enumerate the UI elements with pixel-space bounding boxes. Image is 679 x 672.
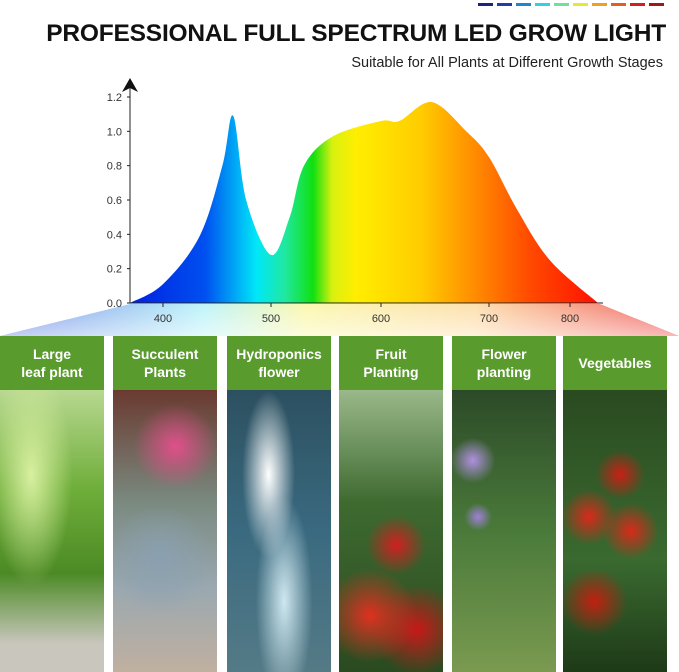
plant-photo <box>339 390 443 672</box>
plant-panel: Flower planting <box>452 336 556 672</box>
plant-panel: Hydroponics flower <box>227 336 331 672</box>
color-bar-segment <box>554 3 569 6</box>
plant-panel-label: Hydroponics flower <box>227 336 331 390</box>
label-line: planting <box>476 364 532 380</box>
plant-photo <box>113 390 217 672</box>
label-line: Succulent <box>131 346 199 362</box>
label-line: Fruit <box>375 346 407 362</box>
color-bar-segment <box>573 3 588 6</box>
page-subtitle: Suitable for All Plants at Different Gro… <box>351 55 663 71</box>
color-bar-segment <box>497 3 512 6</box>
page-title: PROFESSIONAL FULL SPECTRUM LED GROW LIGH… <box>46 20 666 47</box>
plant-photo <box>0 390 104 672</box>
label-line: flower <box>258 364 300 380</box>
label-line: Large <box>32 346 72 362</box>
color-bar-segment <box>630 3 645 6</box>
color-bar <box>478 3 664 6</box>
plant-panel-label: Fruit Planting <box>339 336 443 390</box>
y-tick-label: 0.4 <box>107 229 122 241</box>
color-bar-segment <box>592 3 607 6</box>
label-line: Plants <box>143 364 186 380</box>
plant-panel-label: Succulent Plants <box>113 336 217 390</box>
y-tick-label: 1.2 <box>107 92 122 104</box>
x-tick-label: 600 <box>372 313 390 325</box>
label-line: Vegetables <box>578 355 652 371</box>
color-bar-segment <box>478 3 493 6</box>
label-line: Hydroponics <box>236 346 322 362</box>
y-tick-label: 0.0 <box>107 298 122 310</box>
plant-panel: Vegetables <box>563 336 667 672</box>
plant-panel-label: Vegetables <box>563 336 667 390</box>
plant-photo <box>227 390 331 672</box>
color-bar-segment <box>516 3 531 6</box>
plant-panel: Fruit Planting <box>339 336 443 672</box>
label-line: leaf plant <box>21 364 83 380</box>
y-axis-arrow-icon <box>122 78 138 92</box>
spectrum-area <box>130 102 598 303</box>
plant-photo <box>563 390 667 672</box>
x-tick-label: 800 <box>561 313 579 325</box>
plant-photo <box>452 390 556 672</box>
plant-panel: Large leaf plant <box>0 336 104 672</box>
x-tick-label: 400 <box>154 313 172 325</box>
plant-panel-label: Flower planting <box>452 336 556 390</box>
plant-panel: Succulent Plants <box>113 336 217 672</box>
y-tick-label: 1.0 <box>107 126 122 138</box>
y-tick-label: 0.8 <box>107 161 122 173</box>
y-tick-label: 0.6 <box>107 195 122 207</box>
label-line: Planting <box>363 364 419 380</box>
color-bar-segment <box>611 3 626 6</box>
y-tick-label: 0.2 <box>107 264 122 276</box>
x-tick-label: 700 <box>480 313 498 325</box>
color-bar-segment <box>649 3 664 6</box>
x-tick-label: 500 <box>262 313 280 325</box>
color-bar-segment <box>535 3 550 6</box>
label-line: Flower <box>481 346 527 362</box>
plant-panel-label: Large leaf plant <box>0 336 104 390</box>
spectrum-chart: 0.0 0.2 0.4 0.6 0.8 1.0 1.2 400 500 600 700 800 <box>0 78 679 336</box>
